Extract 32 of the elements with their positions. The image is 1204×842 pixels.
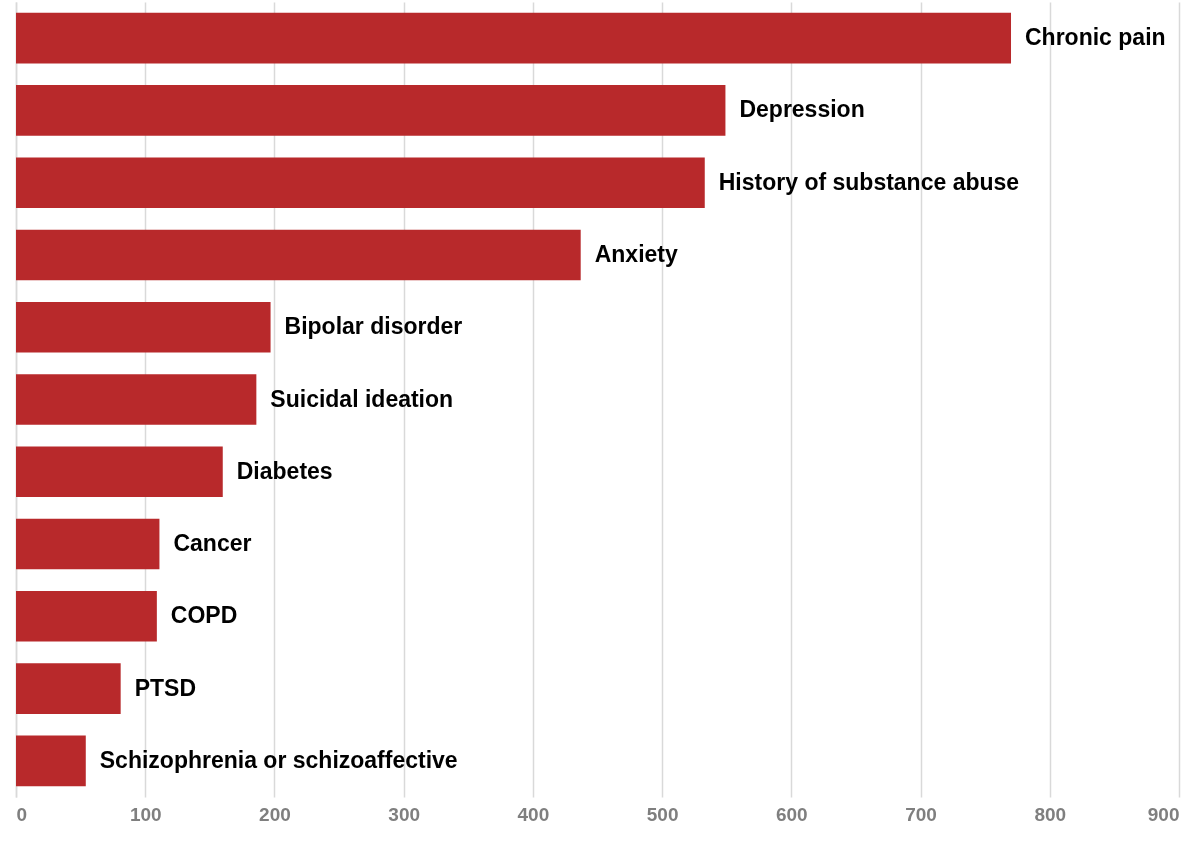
bar — [16, 85, 726, 136]
bar — [16, 591, 157, 642]
y-tick-label: COPD — [170, 602, 238, 629]
y-tick-label: Cancer — [173, 530, 252, 557]
bar — [16, 229, 581, 281]
y-tick-label: Bipolar disorder — [284, 313, 463, 340]
x-tick-label: 400 — [517, 803, 550, 825]
x-tick-label: 0 — [16, 803, 28, 825]
x-tick-label: 800 — [1034, 803, 1067, 825]
y-tick-label: Depression — [739, 96, 865, 123]
y-tick-label: Chronic pain — [1025, 24, 1166, 51]
x-tick-label: 200 — [259, 803, 291, 825]
x-tick-label: 600 — [775, 803, 808, 825]
bar — [16, 374, 257, 425]
x-tick-label: 500 — [646, 803, 679, 825]
y-tick-label: Anxiety — [594, 240, 678, 267]
x-tick-label: 900 — [1147, 803, 1180, 825]
bar — [16, 12, 1012, 64]
bar — [16, 446, 223, 498]
y-tick-label: History of substance abuse — [718, 168, 1020, 195]
y-tick-label: PTSD — [134, 674, 197, 701]
x-tick-label: 100 — [129, 803, 162, 825]
x-tick-label: 700 — [905, 803, 937, 825]
y-tick-label: Diabetes — [236, 457, 333, 484]
bar — [16, 157, 705, 208]
bar — [16, 663, 121, 714]
bar — [16, 518, 160, 570]
bar — [16, 735, 86, 787]
y-tick-label: Suicidal ideation — [270, 385, 454, 412]
bar — [16, 301, 271, 353]
x-tick-label: 300 — [388, 803, 421, 825]
y-tick-label: Schizophrenia or schizoaffective — [99, 746, 458, 773]
